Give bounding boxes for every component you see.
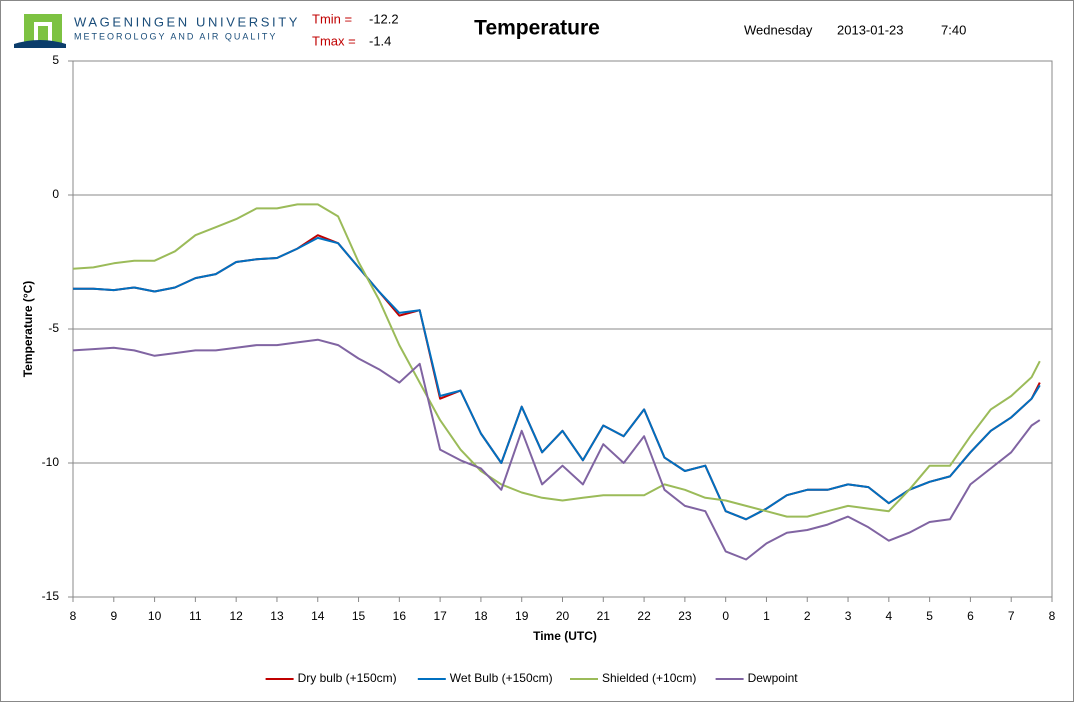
y-tick-label: 5 xyxy=(52,53,59,67)
x-tick-label: 10 xyxy=(148,609,162,623)
stat-label: Tmin = xyxy=(312,11,352,26)
x-tick-label: 11 xyxy=(189,609,202,623)
dept: METEOROLOGY AND AIR QUALITY xyxy=(74,31,277,41)
legend-label: Dry bulb (+150cm) xyxy=(298,671,397,685)
x-tick-label: 17 xyxy=(433,609,447,623)
chart-title: Temperature xyxy=(474,17,600,40)
x-tick-label: 13 xyxy=(270,609,284,623)
x-tick-label: 8 xyxy=(1049,609,1056,623)
x-tick-label: 3 xyxy=(845,609,852,623)
x-tick-label: 4 xyxy=(885,609,892,623)
y-tick-label: -5 xyxy=(48,321,59,335)
stat-label: Tmax = xyxy=(312,33,356,48)
y-tick-label: 0 xyxy=(52,187,59,201)
y-tick-label: -15 xyxy=(42,589,60,603)
x-axis-title: Time (UTC) xyxy=(533,629,597,643)
logo xyxy=(14,14,66,48)
y-tick-label: -10 xyxy=(42,455,60,469)
legend-label: Dewpoint xyxy=(748,671,799,685)
x-tick-label: 8 xyxy=(70,609,77,623)
legend-label: Shielded (+10cm) xyxy=(602,671,696,685)
stat-value: -12.2 xyxy=(369,11,399,26)
x-tick-label: 21 xyxy=(597,609,611,623)
x-tick-label: 16 xyxy=(393,609,407,623)
weekday: Wednesday xyxy=(744,22,813,37)
date: 2013-01-23 xyxy=(837,22,904,37)
legend-label: Wet Bulb (+150cm) xyxy=(450,671,553,685)
x-tick-label: 6 xyxy=(967,609,974,623)
x-tick-label: 0 xyxy=(722,609,729,623)
x-tick-label: 22 xyxy=(637,609,651,623)
time: 7:40 xyxy=(941,22,966,37)
x-tick-label: 14 xyxy=(311,609,325,623)
x-tick-label: 20 xyxy=(556,609,570,623)
x-tick-label: 12 xyxy=(229,609,243,623)
stat-value: -1.4 xyxy=(369,33,391,48)
series-line xyxy=(73,236,1041,521)
org: WAGENINGEN UNIVERSITY xyxy=(74,14,300,29)
series-line xyxy=(72,203,1041,518)
x-tick-label: 18 xyxy=(474,609,488,623)
x-tick-label: 2 xyxy=(804,609,811,623)
x-tick-label: 19 xyxy=(515,609,529,623)
x-tick-label: 7 xyxy=(1008,609,1015,623)
y-axis-title: Temperature (°C) xyxy=(21,281,35,378)
x-tick-label: 5 xyxy=(926,609,933,623)
x-tick-label: 15 xyxy=(352,609,366,623)
x-tick-label: 1 xyxy=(763,609,770,623)
x-tick-label: 23 xyxy=(678,609,692,623)
series-line xyxy=(72,338,1041,561)
x-tick-label: 9 xyxy=(110,609,117,623)
